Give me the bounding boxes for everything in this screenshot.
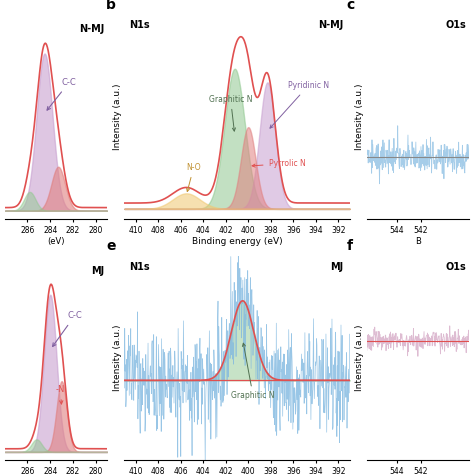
Text: c: c xyxy=(346,0,355,12)
Text: Pyrrolic N: Pyrrolic N xyxy=(252,159,305,168)
Text: N1s: N1s xyxy=(129,20,149,30)
Text: C-C: C-C xyxy=(47,78,76,110)
Text: f: f xyxy=(346,239,352,253)
Text: MJ: MJ xyxy=(91,265,104,275)
Y-axis label: Intensity (a.u.): Intensity (a.u.) xyxy=(355,324,364,391)
Y-axis label: Intensity (a.u.): Intensity (a.u.) xyxy=(355,83,364,150)
Text: Pyridinic N: Pyridinic N xyxy=(270,81,329,128)
X-axis label: B: B xyxy=(415,237,421,246)
Text: N-MJ: N-MJ xyxy=(318,20,343,30)
Text: O1s: O1s xyxy=(446,262,466,272)
Text: N-O: N-O xyxy=(186,163,201,191)
Text: N-MJ: N-MJ xyxy=(79,25,104,35)
Text: e: e xyxy=(106,239,116,253)
Text: MJ: MJ xyxy=(330,262,343,272)
Y-axis label: Intensity (a.u.): Intensity (a.u.) xyxy=(112,324,121,391)
Text: b: b xyxy=(106,0,116,12)
Text: Graphitic N: Graphitic N xyxy=(231,343,275,401)
Text: -N: -N xyxy=(56,385,65,404)
Text: C-C: C-C xyxy=(53,311,82,346)
Text: N1s: N1s xyxy=(129,262,149,272)
Text: O1s: O1s xyxy=(446,20,466,30)
X-axis label: (eV): (eV) xyxy=(47,237,64,246)
Y-axis label: Intensity (a.u.): Intensity (a.u.) xyxy=(112,83,121,150)
X-axis label: Binding energy (eV): Binding energy (eV) xyxy=(191,237,283,246)
Text: Graphitic N: Graphitic N xyxy=(209,95,252,131)
